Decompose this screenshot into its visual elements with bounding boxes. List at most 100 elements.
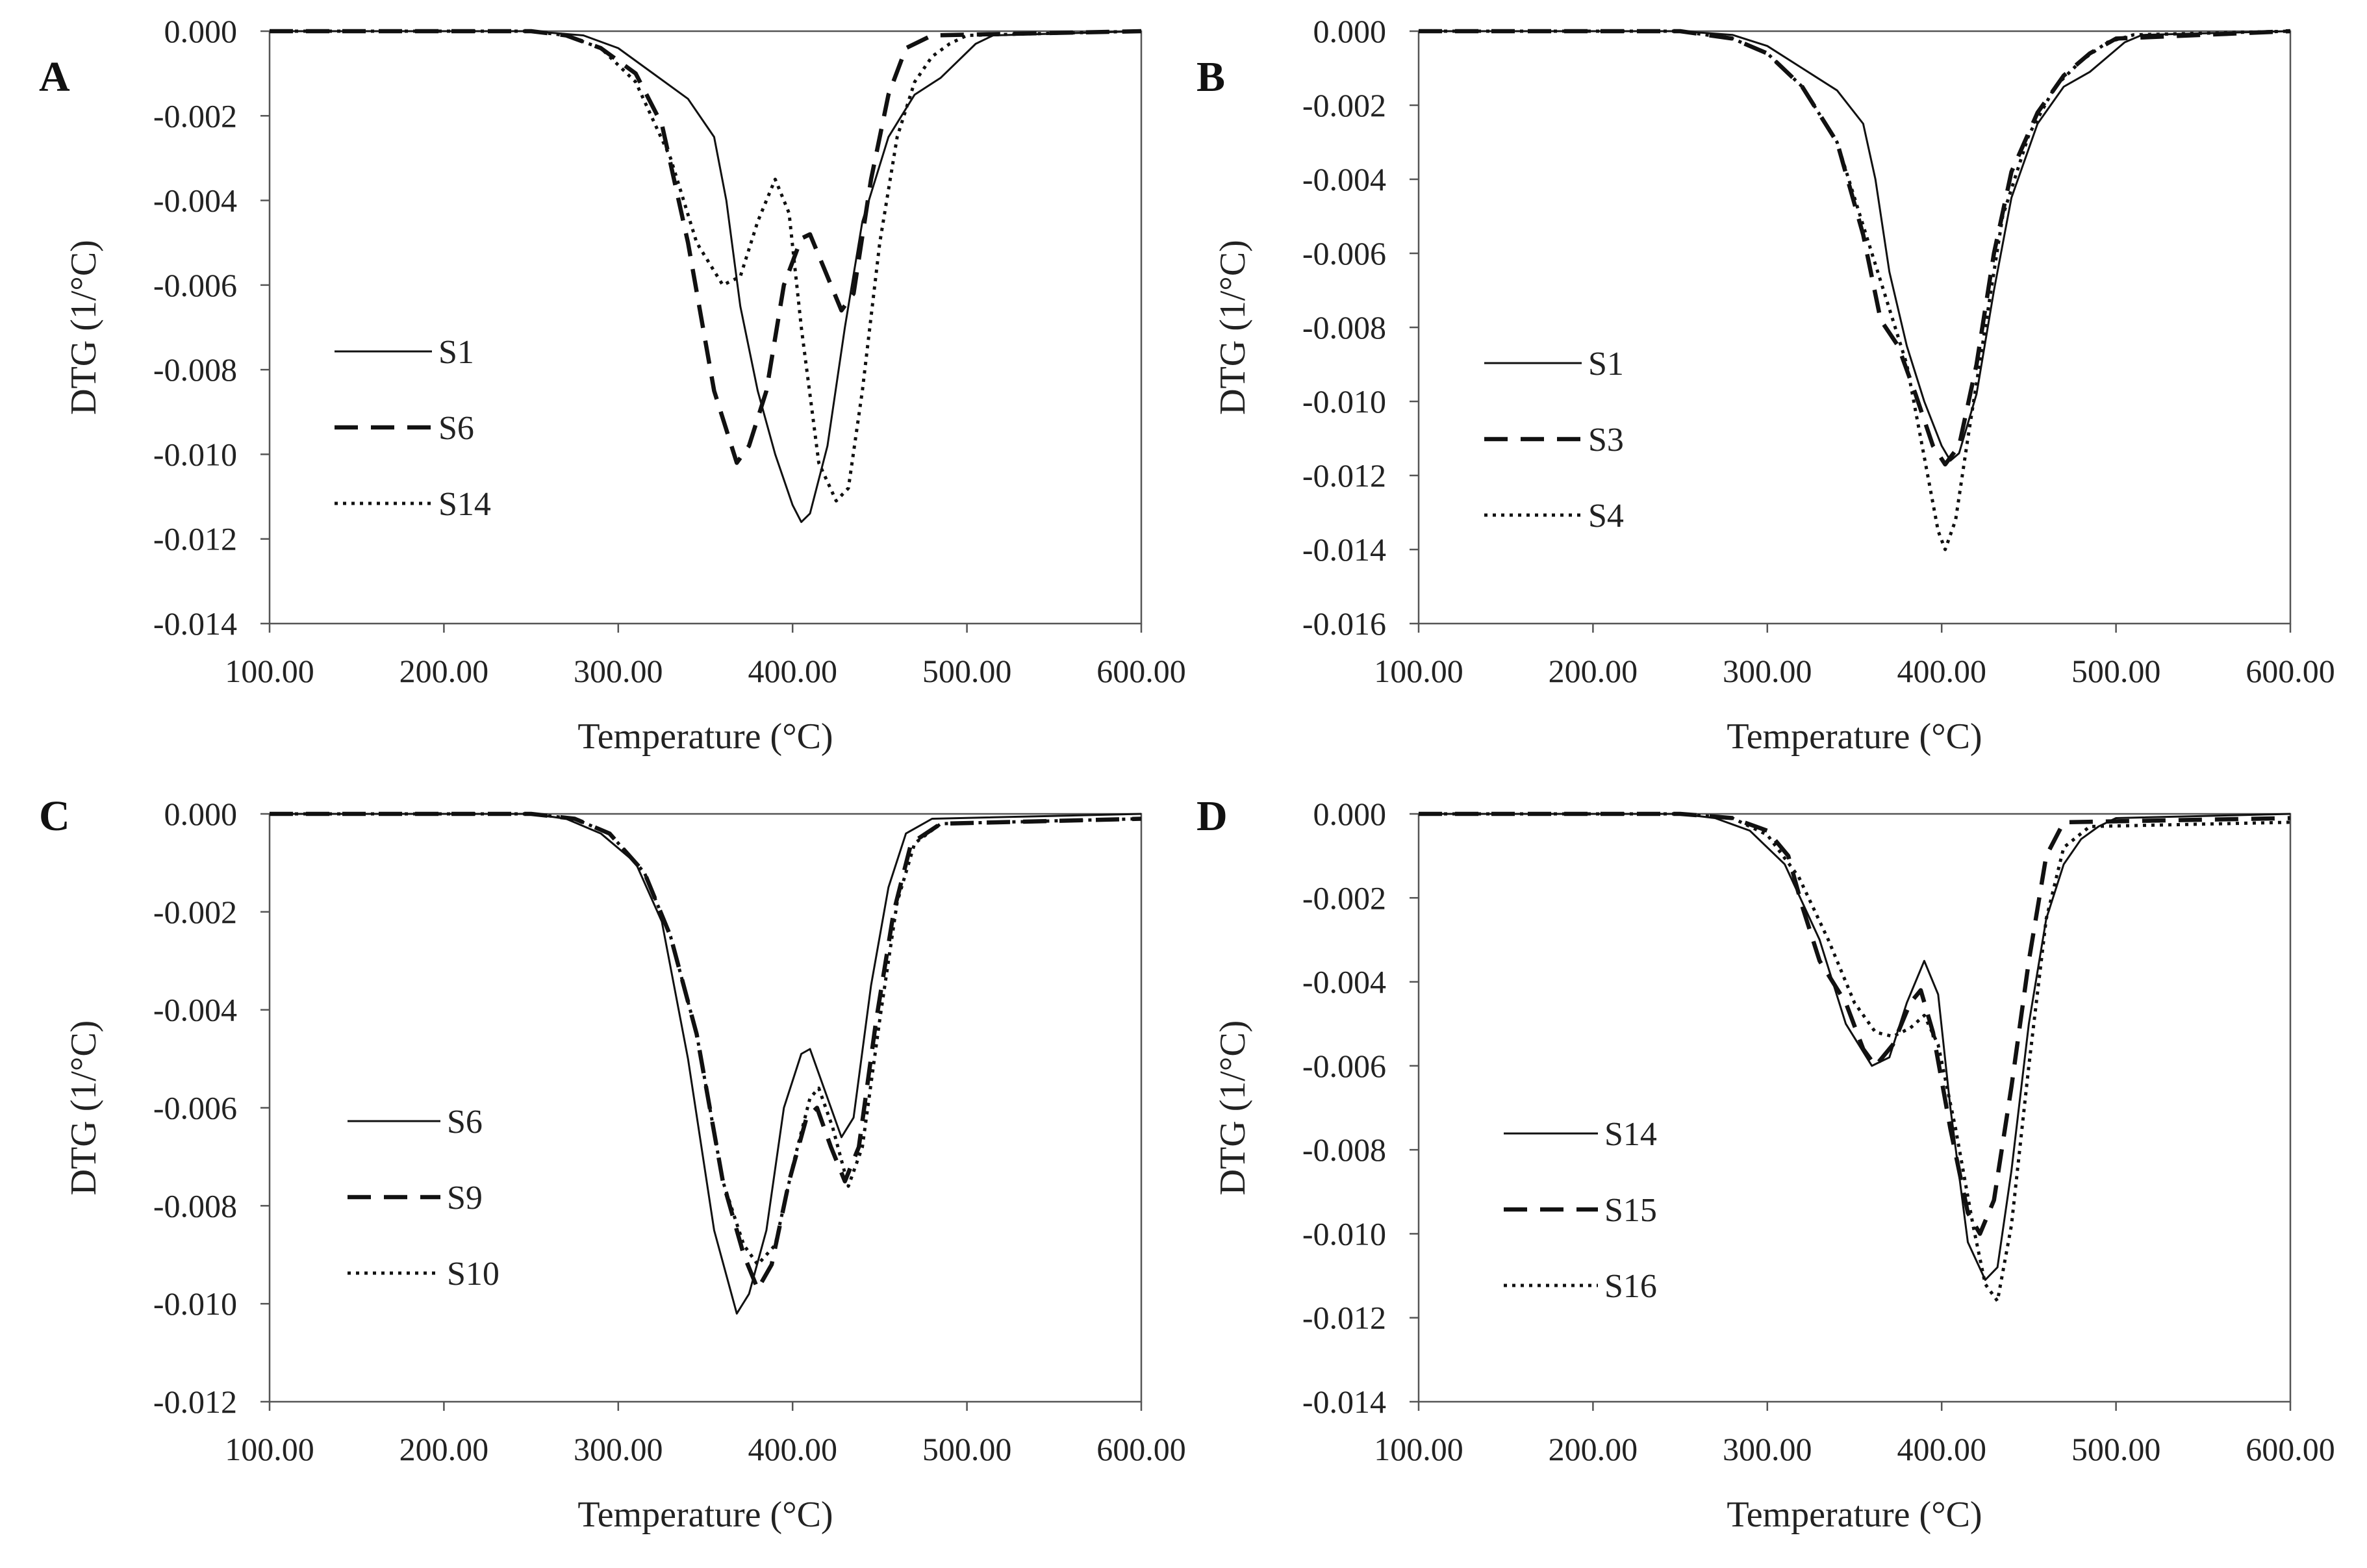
series-line-s10	[270, 812, 1141, 1267]
panel-letter: C	[39, 792, 70, 840]
y-tick-label: -0.010	[153, 436, 237, 472]
x-tick-label: 400.00	[748, 653, 837, 689]
y-tick-label: -0.008	[153, 1187, 237, 1224]
series-line-s1	[270, 30, 1141, 524]
series-line-s16	[1419, 812, 2290, 1303]
legend-label-s14: S14	[1604, 1116, 1657, 1153]
y-tick-label: -0.006	[153, 267, 237, 303]
x-tick-label: 300.00	[574, 1431, 663, 1467]
y-tick-label: -0.002	[153, 894, 237, 930]
plot-area-frame	[1417, 813, 2292, 1403]
y-tick-label: -0.012	[1302, 457, 1386, 494]
chart-panel-a: A 100.00 200.00 300.00 400.00 500.00 600.00 0.0…	[39, 13, 1186, 757]
y-tick-label: -0.006	[1302, 235, 1386, 272]
x-tick-label: 600.00	[2246, 653, 2335, 689]
legend-label-s1: S1	[1588, 346, 1624, 383]
series-line-s9	[270, 811, 1141, 1291]
x-axis-title: Temperature (°C)	[1727, 1495, 1982, 1535]
x-tick-label: 100.00	[1374, 653, 1463, 689]
y-tick-label: -0.002	[153, 97, 237, 134]
x-tick-label: 200.00	[1549, 1431, 1638, 1467]
x-tick-label: 600.00	[2246, 1431, 2335, 1467]
series-line-s1	[1419, 30, 2290, 462]
panel-letter: D	[1196, 792, 1228, 840]
y-tick-label: -0.012	[1302, 1300, 1386, 1336]
x-tick-label: 500.00	[2071, 1431, 2161, 1467]
legend-label-s6: S6	[447, 1104, 483, 1141]
y-tick-label: 0.000	[1313, 796, 1387, 832]
series-line-s14	[1419, 813, 2290, 1281]
x-tick-label: 500.00	[922, 1431, 1012, 1467]
legend-label-s15: S15	[1604, 1192, 1657, 1229]
x-tick-label: 100.00	[225, 1431, 314, 1467]
y-tick-label: -0.010	[1302, 1215, 1386, 1252]
y-tick-label: -0.012	[153, 521, 237, 557]
y-tick-label: -0.004	[1302, 964, 1386, 1000]
chart-panel-c: C 100.00 200.00 300.00 400.00 500.00 600.00 0.0…	[39, 792, 1186, 1535]
plot-area-frame	[268, 813, 1143, 1403]
x-tick-label: 200.00	[1549, 653, 1638, 689]
y-tick-label: -0.010	[153, 1285, 237, 1322]
chart-panel-d: D 100.00 200.00 300.00 400.00 500.00 600.00 0.0…	[1196, 792, 2335, 1535]
panel-letter: B	[1196, 53, 1225, 101]
series-line-s6	[270, 29, 1141, 465]
y-tick-label: -0.004	[1302, 161, 1386, 197]
y-tick-label: -0.008	[1302, 1132, 1386, 1168]
x-tick-label: 300.00	[574, 653, 663, 689]
x-tick-label: 500.00	[922, 653, 1012, 689]
x-tick-label: 600.00	[1096, 1431, 1186, 1467]
y-axis-title: DTG (1/°C)	[1213, 240, 1253, 415]
plot-area-frame	[1417, 30, 2292, 625]
legend-label-s4: S4	[1588, 498, 1624, 535]
x-tick-label: 600.00	[1096, 653, 1186, 689]
y-tick-label: 0.000	[1313, 13, 1387, 49]
x-tick-label: 300.00	[1723, 653, 1812, 689]
x-tick-label: 400.00	[1897, 653, 1986, 689]
y-tick-label: 0.000	[164, 13, 238, 49]
x-axis-title: Temperature (°C)	[1727, 716, 1982, 757]
y-axis-title: DTG (1/°C)	[1213, 1020, 1253, 1196]
x-axis-title: Temperature (°C)	[577, 716, 833, 757]
legend-label-s1: S1	[438, 334, 474, 371]
y-tick-label: -0.016	[1302, 605, 1386, 642]
y-tick-label: -0.008	[1302, 309, 1386, 346]
legend-label-s6: S6	[438, 410, 474, 447]
legend-label-s9: S9	[447, 1180, 483, 1217]
y-tick-label: 0.000	[164, 796, 238, 832]
series-line-s14	[270, 29, 1141, 503]
x-tick-label: 500.00	[2071, 653, 2161, 689]
y-axis-title: DTG (1/°C)	[64, 1020, 104, 1196]
y-tick-label: -0.008	[153, 351, 237, 388]
series-line-s4	[1419, 29, 2290, 551]
y-tick-label: -0.002	[1302, 879, 1386, 916]
x-axis-title: Temperature (°C)	[577, 1495, 833, 1535]
y-tick-label: -0.010	[1302, 383, 1386, 420]
chart-panel-b: B 100.00 200.00 300.00 400.00 500.00 600.00 0.0…	[1196, 13, 2335, 757]
legend-label-s16: S16	[1604, 1268, 1657, 1305]
series-line-s3	[1419, 29, 2290, 467]
y-tick-label: -0.004	[153, 992, 237, 1028]
series-line-s6	[270, 813, 1141, 1315]
y-tick-label: -0.012	[153, 1384, 237, 1420]
x-tick-label: 200.00	[399, 1431, 489, 1467]
legend-label-s10: S10	[447, 1256, 500, 1293]
x-tick-label: 100.00	[1374, 1431, 1463, 1467]
y-tick-label: -0.002	[1302, 87, 1386, 123]
legend-label-s14: S14	[438, 486, 491, 523]
plot-area-frame	[268, 30, 1143, 625]
x-tick-label: 100.00	[225, 653, 314, 689]
y-axis-title: DTG (1/°C)	[64, 240, 104, 415]
y-tick-label: -0.004	[153, 183, 237, 219]
panel-letter: A	[39, 53, 70, 101]
legend-label-s3: S3	[1588, 422, 1624, 459]
x-tick-label: 300.00	[1723, 1431, 1812, 1467]
x-tick-label: 400.00	[748, 1431, 837, 1467]
y-tick-label: -0.006	[1302, 1048, 1386, 1084]
series-line-s15	[1419, 811, 2290, 1236]
x-tick-label: 400.00	[1897, 1431, 1986, 1467]
y-tick-label: -0.014	[153, 605, 237, 642]
y-tick-label: -0.014	[1302, 531, 1386, 568]
x-tick-label: 200.00	[399, 653, 489, 689]
y-tick-label: -0.006	[153, 1090, 237, 1126]
